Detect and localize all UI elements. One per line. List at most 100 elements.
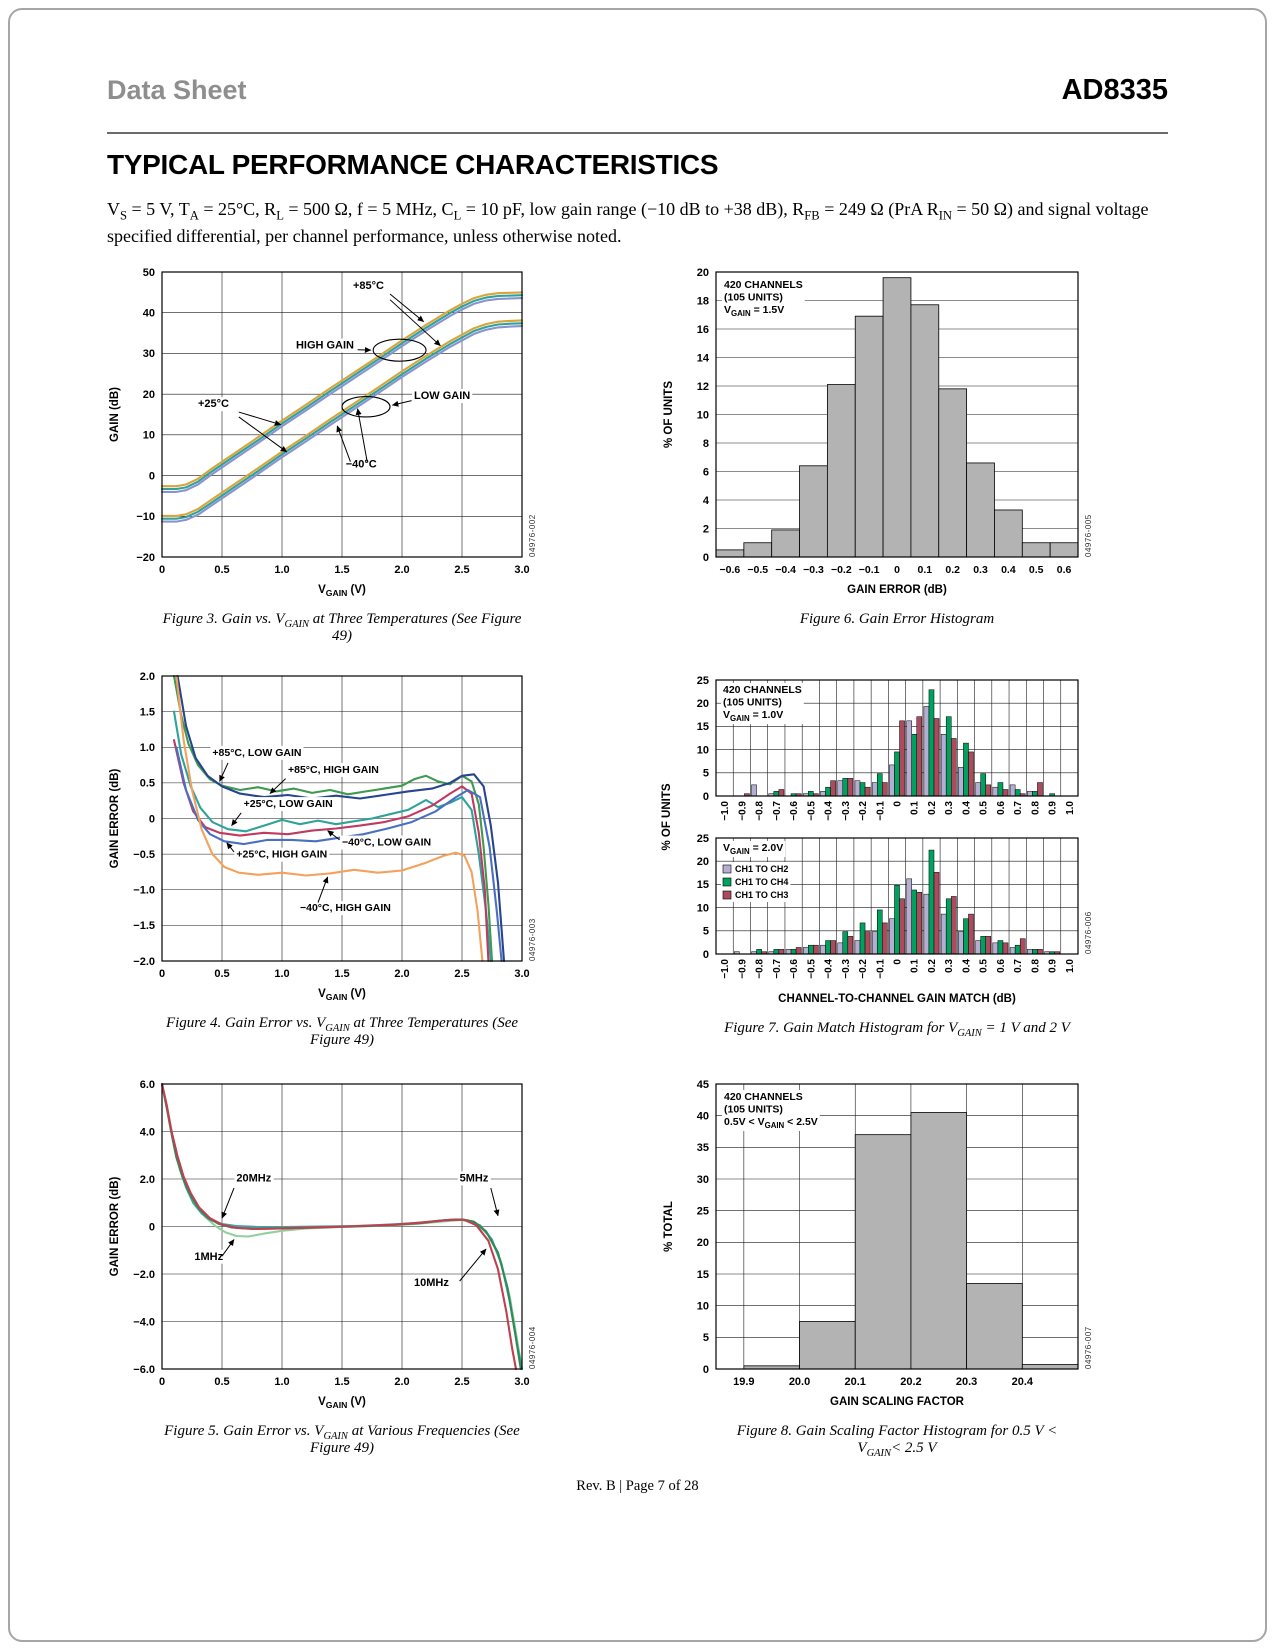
svg-text:CH1 TO CH2: CH1 TO CH2 bbox=[735, 864, 788, 874]
figure-caption: Figure 4. Gain Error vs. VGAIN at Three … bbox=[165, 1015, 519, 1048]
svg-text:20.2: 20.2 bbox=[900, 1376, 921, 1388]
doc-type-label: Data Sheet bbox=[107, 75, 247, 105]
svg-text:0.4: 0.4 bbox=[1001, 564, 1016, 576]
svg-text:−0.7: −0.7 bbox=[772, 959, 783, 979]
svg-text:VGAIN (V): VGAIN (V) bbox=[318, 988, 366, 1002]
svg-text:0: 0 bbox=[894, 564, 900, 576]
figure-caption: Figure 5. Gain Error vs. VGAIN at Variou… bbox=[164, 1423, 520, 1456]
svg-text:0.1: 0.1 bbox=[910, 959, 921, 973]
svg-text:−2.0: −2.0 bbox=[133, 1269, 155, 1281]
svg-text:1.0: 1.0 bbox=[274, 1376, 289, 1388]
svg-text:45: 45 bbox=[697, 1079, 709, 1091]
svg-text:1.0: 1.0 bbox=[274, 564, 289, 576]
figure-caption: Figure 6. Gain Error Histogram bbox=[799, 611, 995, 627]
svg-text:0: 0 bbox=[703, 1364, 709, 1376]
svg-text:5: 5 bbox=[703, 768, 709, 780]
svg-text:15: 15 bbox=[697, 879, 709, 891]
svg-text:CH1 TO CH4: CH1 TO CH4 bbox=[735, 877, 788, 887]
figure-gain-error-vs-vgain-temp: −2.0 −1.5 −1.0 −0.5 0 0.5 1.0 1.5 2.0 0 0.5 1.0 1.5 2… bbox=[100, 666, 560, 1049]
svg-text:0.8: 0.8 bbox=[1030, 801, 1041, 815]
svg-text:16: 16 bbox=[697, 324, 709, 336]
svg-text:−40°C: −40°C bbox=[346, 458, 377, 470]
svg-text:20: 20 bbox=[697, 856, 709, 868]
chart-gain-error-vs-vgain-freq: −6.0 −4.0 −2.0 0 2.0 4.0 6.0 0 0.5 1.0 1.5 2.0 2.5 3.… bbox=[109, 1079, 537, 1410]
svg-text:GAIN SCALING FACTOR: GAIN SCALING FACTOR bbox=[830, 1396, 965, 1408]
svg-text:GAIN ERROR (dB): GAIN ERROR (dB) bbox=[109, 1177, 121, 1277]
svg-text:4: 4 bbox=[703, 495, 710, 507]
svg-text:−0.6: −0.6 bbox=[789, 801, 800, 821]
svg-text:GAIN ERROR (dB): GAIN ERROR (dB) bbox=[847, 584, 947, 596]
svg-text:−0.6: −0.6 bbox=[720, 564, 741, 576]
svg-text:+85°C, HIGH GAIN: +85°C, HIGH GAIN bbox=[288, 764, 379, 776]
svg-text:−0.6: −0.6 bbox=[789, 959, 800, 979]
svg-text:20: 20 bbox=[143, 389, 155, 401]
svg-text:20MHz: 20MHz bbox=[236, 1172, 271, 1184]
svg-text:25: 25 bbox=[697, 675, 709, 687]
figure-gain-error-histogram: 0 2 4 6 8 10 12 14 16 18 20 −0.6 −0.5 −0.4 −0.3 −0.2 −0.… bbox=[648, 262, 1118, 628]
svg-text:3.0: 3.0 bbox=[514, 564, 529, 576]
svg-text:20.0: 20.0 bbox=[789, 1376, 810, 1388]
svg-text:0.9: 0.9 bbox=[1048, 959, 1059, 973]
svg-text:420 CHANNELS(105 UNITS)VGAIN =: 420 CHANNELS (105 UNITS) VGAIN = 1.5V bbox=[724, 279, 803, 318]
svg-text:+25°C, LOW GAIN: +25°C, LOW GAIN bbox=[244, 798, 333, 810]
svg-text:GAIN ERROR (dB): GAIN ERROR (dB) bbox=[109, 769, 121, 869]
svg-text:−0.5: −0.5 bbox=[133, 849, 155, 861]
svg-text:−0.4: −0.4 bbox=[775, 564, 796, 576]
svg-text:−1.0: −1.0 bbox=[133, 885, 155, 897]
svg-text:−0.5: −0.5 bbox=[806, 801, 817, 821]
svg-text:−0.3: −0.3 bbox=[841, 959, 852, 979]
page-footer: Rev. B | Page 7 of 28 bbox=[576, 1478, 699, 1494]
svg-text:10: 10 bbox=[697, 1300, 709, 1312]
svg-text:2: 2 bbox=[703, 523, 709, 535]
svg-text:0.3: 0.3 bbox=[944, 959, 955, 973]
svg-text:20.4: 20.4 bbox=[1012, 1376, 1034, 1388]
svg-text:1.0: 1.0 bbox=[1065, 801, 1076, 815]
test-conditions-text: VS = 5 V, TA = 25°C, RL = 500 Ω, f = 5 M… bbox=[107, 199, 1149, 246]
svg-text:0: 0 bbox=[149, 470, 155, 482]
svg-text:0: 0 bbox=[703, 552, 709, 564]
svg-text:−0.8: −0.8 bbox=[755, 959, 766, 979]
svg-text:15: 15 bbox=[697, 721, 709, 733]
svg-text:0.7: 0.7 bbox=[1013, 801, 1024, 815]
svg-text:6: 6 bbox=[703, 466, 709, 478]
svg-text:1.5: 1.5 bbox=[140, 706, 155, 718]
svg-text:25: 25 bbox=[697, 1205, 709, 1217]
svg-text:0.3: 0.3 bbox=[944, 801, 955, 815]
svg-text:−20: −20 bbox=[136, 552, 155, 564]
svg-text:0.5: 0.5 bbox=[140, 778, 155, 790]
svg-text:0.5: 0.5 bbox=[214, 968, 229, 980]
svg-text:04976-002: 04976-002 bbox=[528, 514, 537, 557]
svg-text:0.9: 0.9 bbox=[1048, 801, 1059, 815]
svg-text:LOW GAIN: LOW GAIN bbox=[414, 390, 470, 402]
svg-text:0: 0 bbox=[159, 968, 165, 980]
svg-text:0.6: 0.6 bbox=[1057, 564, 1072, 576]
svg-text:1.0: 1.0 bbox=[140, 742, 155, 754]
svg-text:0.6: 0.6 bbox=[996, 959, 1007, 973]
svg-text:0.7: 0.7 bbox=[1013, 959, 1024, 973]
svg-text:0.4: 0.4 bbox=[961, 959, 972, 973]
page-header: Data Sheet AD8335 bbox=[107, 74, 1168, 107]
chart-gain-match-histogram: 0 5 10 15 20 25 −1.0 −0.9 −0.8 −0.7 −0.6 −0.5 −0.4 −0… bbox=[661, 675, 1093, 1005]
svg-text:0.5: 0.5 bbox=[979, 959, 990, 973]
svg-text:HIGH GAIN: HIGH GAIN bbox=[296, 340, 354, 352]
svg-text:0.3: 0.3 bbox=[973, 564, 988, 576]
svg-text:% OF UNITS: % OF UNITS bbox=[661, 783, 673, 850]
svg-text:3.0: 3.0 bbox=[514, 1376, 529, 1388]
svg-text:40: 40 bbox=[143, 308, 155, 320]
svg-text:18: 18 bbox=[697, 295, 709, 307]
svg-text:−4.0: −4.0 bbox=[133, 1316, 155, 1328]
svg-text:−0.5: −0.5 bbox=[806, 959, 817, 979]
svg-text:−0.1: −0.1 bbox=[875, 959, 886, 979]
svg-text:+85°C: +85°C bbox=[353, 280, 384, 292]
svg-text:2.0: 2.0 bbox=[140, 671, 155, 683]
svg-text:VGAIN (V): VGAIN (V) bbox=[318, 1396, 366, 1410]
svg-text:0: 0 bbox=[893, 801, 904, 807]
svg-text:CHANNEL-TO-CHANNEL GAIN MATCH: CHANNEL-TO-CHANNEL GAIN MATCH (dB) bbox=[778, 993, 1016, 1005]
svg-text:2.0: 2.0 bbox=[394, 968, 409, 980]
chart-gain-error-histogram: 0 2 4 6 8 10 12 14 16 18 20 −0.6 −0.5 −0.4 −0.3 −0.2 −0.… bbox=[663, 267, 1093, 596]
svg-text:% TOTAL: % TOTAL bbox=[663, 1201, 675, 1252]
section-title: TYPICAL PERFORMANCE CHARACTERISTICS bbox=[107, 149, 719, 180]
svg-text:0.4: 0.4 bbox=[961, 801, 972, 815]
svg-text:1.0: 1.0 bbox=[1065, 959, 1076, 973]
